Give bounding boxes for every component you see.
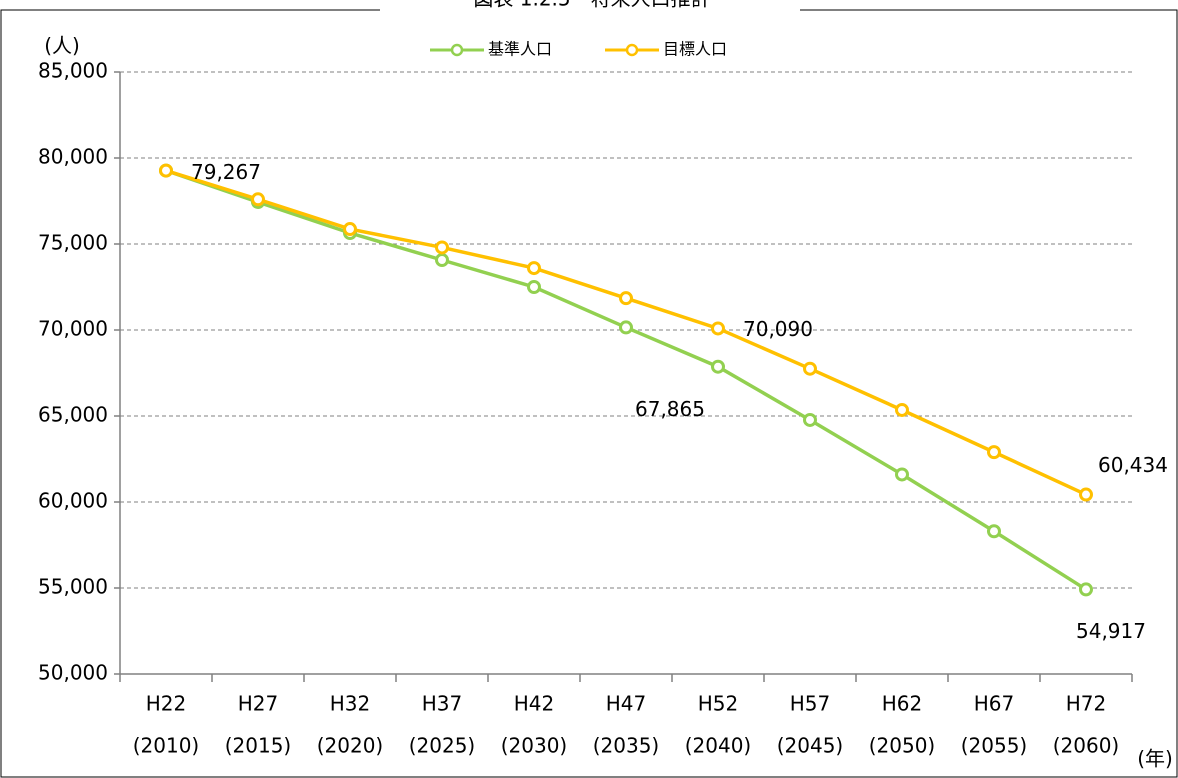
data-point bbox=[159, 163, 173, 178]
y-axis-label: (人) bbox=[44, 34, 80, 58]
x-tick-label: H62 bbox=[882, 692, 923, 716]
x-tick-label: H47 bbox=[606, 692, 647, 716]
data-point bbox=[711, 321, 725, 336]
data-point bbox=[987, 524, 1001, 539]
y-tick-label: 70,000 bbox=[38, 317, 108, 341]
data-point bbox=[619, 291, 633, 306]
data-point bbox=[803, 361, 817, 376]
series-line bbox=[165, 168, 1087, 591]
data-point bbox=[527, 261, 541, 276]
y-tick-label: 85,000 bbox=[38, 59, 108, 83]
legend-label: 基準人口 bbox=[488, 40, 552, 59]
x-tick-label: (2055) bbox=[961, 734, 1028, 758]
x-tick-label: (2040) bbox=[685, 734, 752, 758]
x-tick-label: H27 bbox=[238, 692, 279, 716]
x-tick-label: (2050) bbox=[869, 734, 936, 758]
data-point bbox=[343, 222, 357, 237]
data-label: 60,434 bbox=[1098, 453, 1168, 477]
x-tick-label: H67 bbox=[974, 692, 1015, 716]
data-point bbox=[435, 252, 449, 267]
data-point bbox=[895, 402, 909, 417]
x-tick-label: H37 bbox=[422, 692, 463, 716]
y-tick-label: 55,000 bbox=[38, 575, 108, 599]
data-point bbox=[987, 445, 1001, 460]
y-tick-label: 65,000 bbox=[38, 403, 108, 427]
x-tick-label: (2025) bbox=[409, 734, 476, 758]
x-tick-label: (2010) bbox=[133, 734, 200, 758]
data-point bbox=[619, 320, 633, 335]
x-tick-label: (2030) bbox=[501, 734, 568, 758]
x-tick-label: H72 bbox=[1066, 692, 1107, 716]
legend-label: 目標人口 bbox=[663, 40, 727, 59]
data-label: 70,090 bbox=[743, 317, 813, 341]
y-tick-label: 80,000 bbox=[38, 145, 108, 169]
chart-border bbox=[0, 9, 1178, 778]
data-point bbox=[1079, 487, 1093, 502]
legend-marker bbox=[625, 43, 639, 57]
data-point bbox=[1079, 582, 1093, 597]
data-point bbox=[251, 192, 265, 207]
x-tick-label: H52 bbox=[698, 692, 739, 716]
data-point bbox=[435, 240, 449, 255]
x-tick-label: H42 bbox=[514, 692, 555, 716]
x-tick-label: H57 bbox=[790, 692, 831, 716]
x-tick-label: (2045) bbox=[777, 734, 844, 758]
y-tick-label: 50,000 bbox=[38, 661, 108, 685]
data-point bbox=[527, 280, 541, 294]
chart-title: 図表 1.2.5 将来人口推計 bbox=[473, 0, 710, 11]
data-label: 54,917 bbox=[1076, 619, 1146, 643]
x-axis-label: (年) bbox=[1137, 747, 1173, 771]
x-tick-label: (2020) bbox=[317, 734, 384, 758]
y-tick-label: 60,000 bbox=[38, 489, 108, 513]
title-backdrop bbox=[380, 0, 800, 18]
legend-marker bbox=[450, 43, 464, 57]
x-tick-label: H32 bbox=[330, 692, 371, 716]
x-tick-label: (2035) bbox=[593, 734, 660, 758]
data-label: 79,267 bbox=[191, 160, 261, 184]
data-label: 67,865 bbox=[635, 397, 705, 421]
y-tick-label: 75,000 bbox=[38, 231, 108, 255]
data-point bbox=[803, 412, 817, 427]
data-point bbox=[895, 467, 909, 482]
data-point bbox=[711, 359, 725, 374]
x-tick-label: (2015) bbox=[225, 734, 292, 758]
x-tick-label: (2060) bbox=[1053, 734, 1120, 758]
x-tick-label: H22 bbox=[146, 692, 187, 716]
